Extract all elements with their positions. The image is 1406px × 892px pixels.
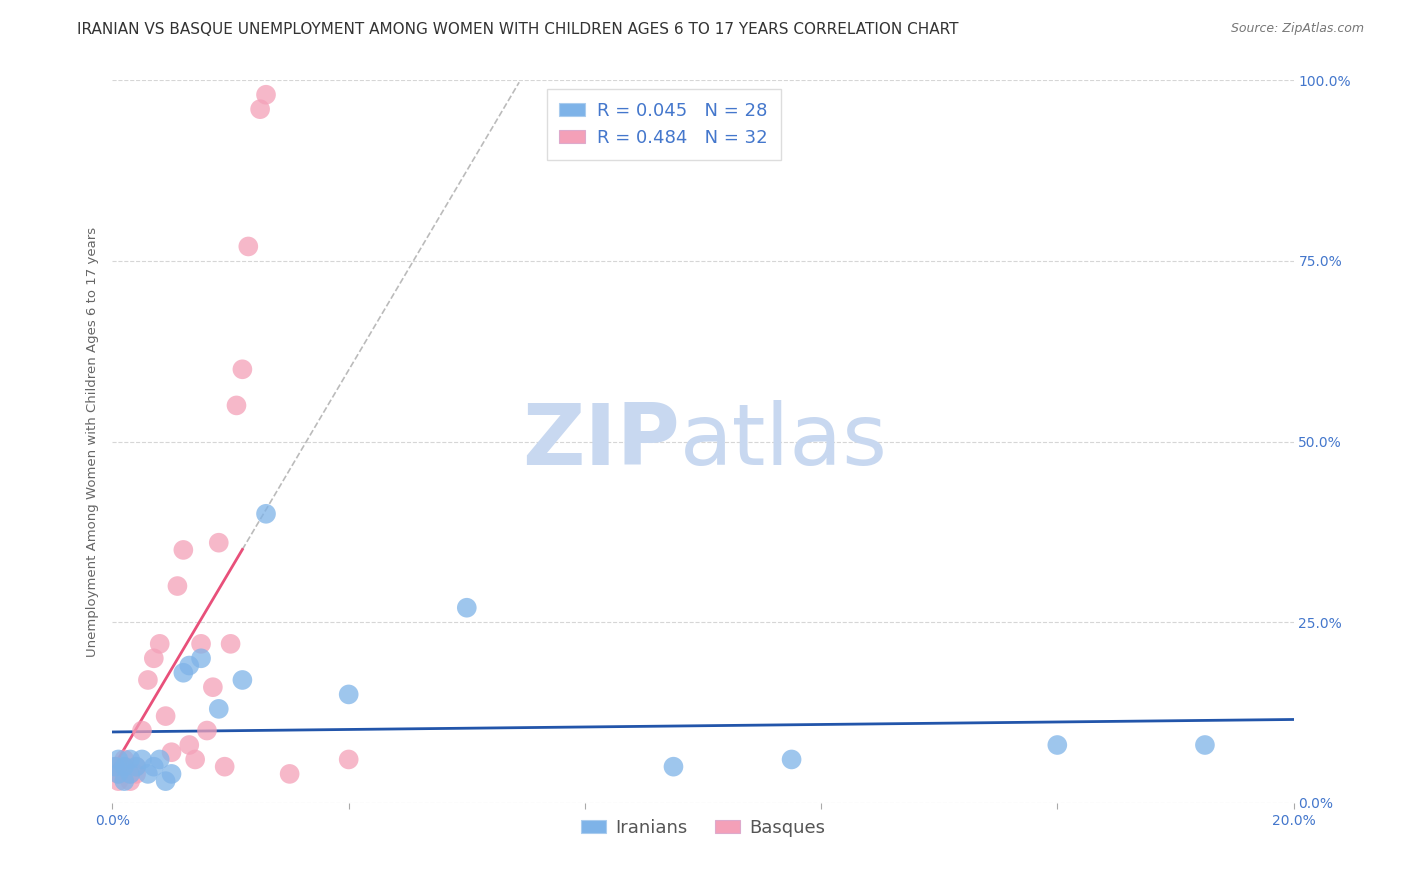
Point (125, 760, 148, 774)
Point (1194, 738, 1216, 752)
Point (125, 767, 148, 781)
Point (160, 745, 183, 759)
Point (201, 680, 224, 694)
Point (208, 535, 231, 549)
Point (131, 723, 153, 738)
Point (112, 774, 135, 789)
Point (136, 767, 159, 781)
Text: Source: ZipAtlas.com: Source: ZipAtlas.com (1230, 22, 1364, 36)
Point (112, 760, 135, 774)
Point (254, 507, 277, 521)
Point (107, 767, 129, 781)
Point (195, 723, 218, 738)
Text: atlas: atlas (679, 400, 887, 483)
Point (142, 760, 165, 774)
Point (107, 752, 129, 766)
Point (107, 767, 129, 781)
Point (179, 738, 201, 752)
Point (120, 767, 142, 781)
Point (190, 651, 212, 665)
Point (179, 658, 201, 673)
Point (112, 760, 135, 774)
Point (214, 760, 236, 774)
Point (231, 362, 253, 376)
Point (131, 752, 153, 766)
Point (254, 87, 277, 102)
Point (190, 637, 212, 651)
Point (231, 673, 253, 687)
Point (337, 752, 360, 766)
Point (172, 542, 194, 557)
Point (225, 398, 247, 412)
Text: ZIP: ZIP (522, 400, 679, 483)
Point (662, 760, 685, 774)
Legend: Iranians, Basques: Iranians, Basques (574, 812, 832, 845)
Point (160, 767, 183, 781)
Point (337, 687, 360, 701)
Point (184, 752, 207, 766)
Point (120, 752, 142, 766)
Point (780, 752, 803, 766)
Point (456, 600, 478, 615)
Point (104, 760, 127, 774)
Point (155, 709, 177, 723)
Point (208, 702, 231, 716)
Point (278, 767, 301, 781)
Point (1046, 738, 1069, 752)
Point (238, 239, 260, 253)
Point (104, 760, 127, 774)
Point (219, 637, 242, 651)
Text: IRANIAN VS BASQUE UNEMPLOYMENT AMONG WOMEN WITH CHILDREN AGES 6 TO 17 YEARS CORR: IRANIAN VS BASQUE UNEMPLOYMENT AMONG WOM… (77, 22, 959, 37)
Y-axis label: Unemployment Among Women with Children Ages 6 to 17 years: Unemployment Among Women with Children A… (86, 227, 100, 657)
Point (149, 637, 172, 651)
Point (125, 760, 148, 774)
Point (155, 774, 177, 789)
Point (166, 579, 188, 593)
Point (107, 774, 129, 789)
Point (172, 665, 194, 680)
Point (142, 651, 165, 665)
Point (112, 752, 135, 766)
Point (149, 752, 172, 766)
Point (249, 102, 271, 116)
Point (120, 774, 142, 789)
Point (120, 767, 142, 781)
Point (136, 673, 159, 687)
